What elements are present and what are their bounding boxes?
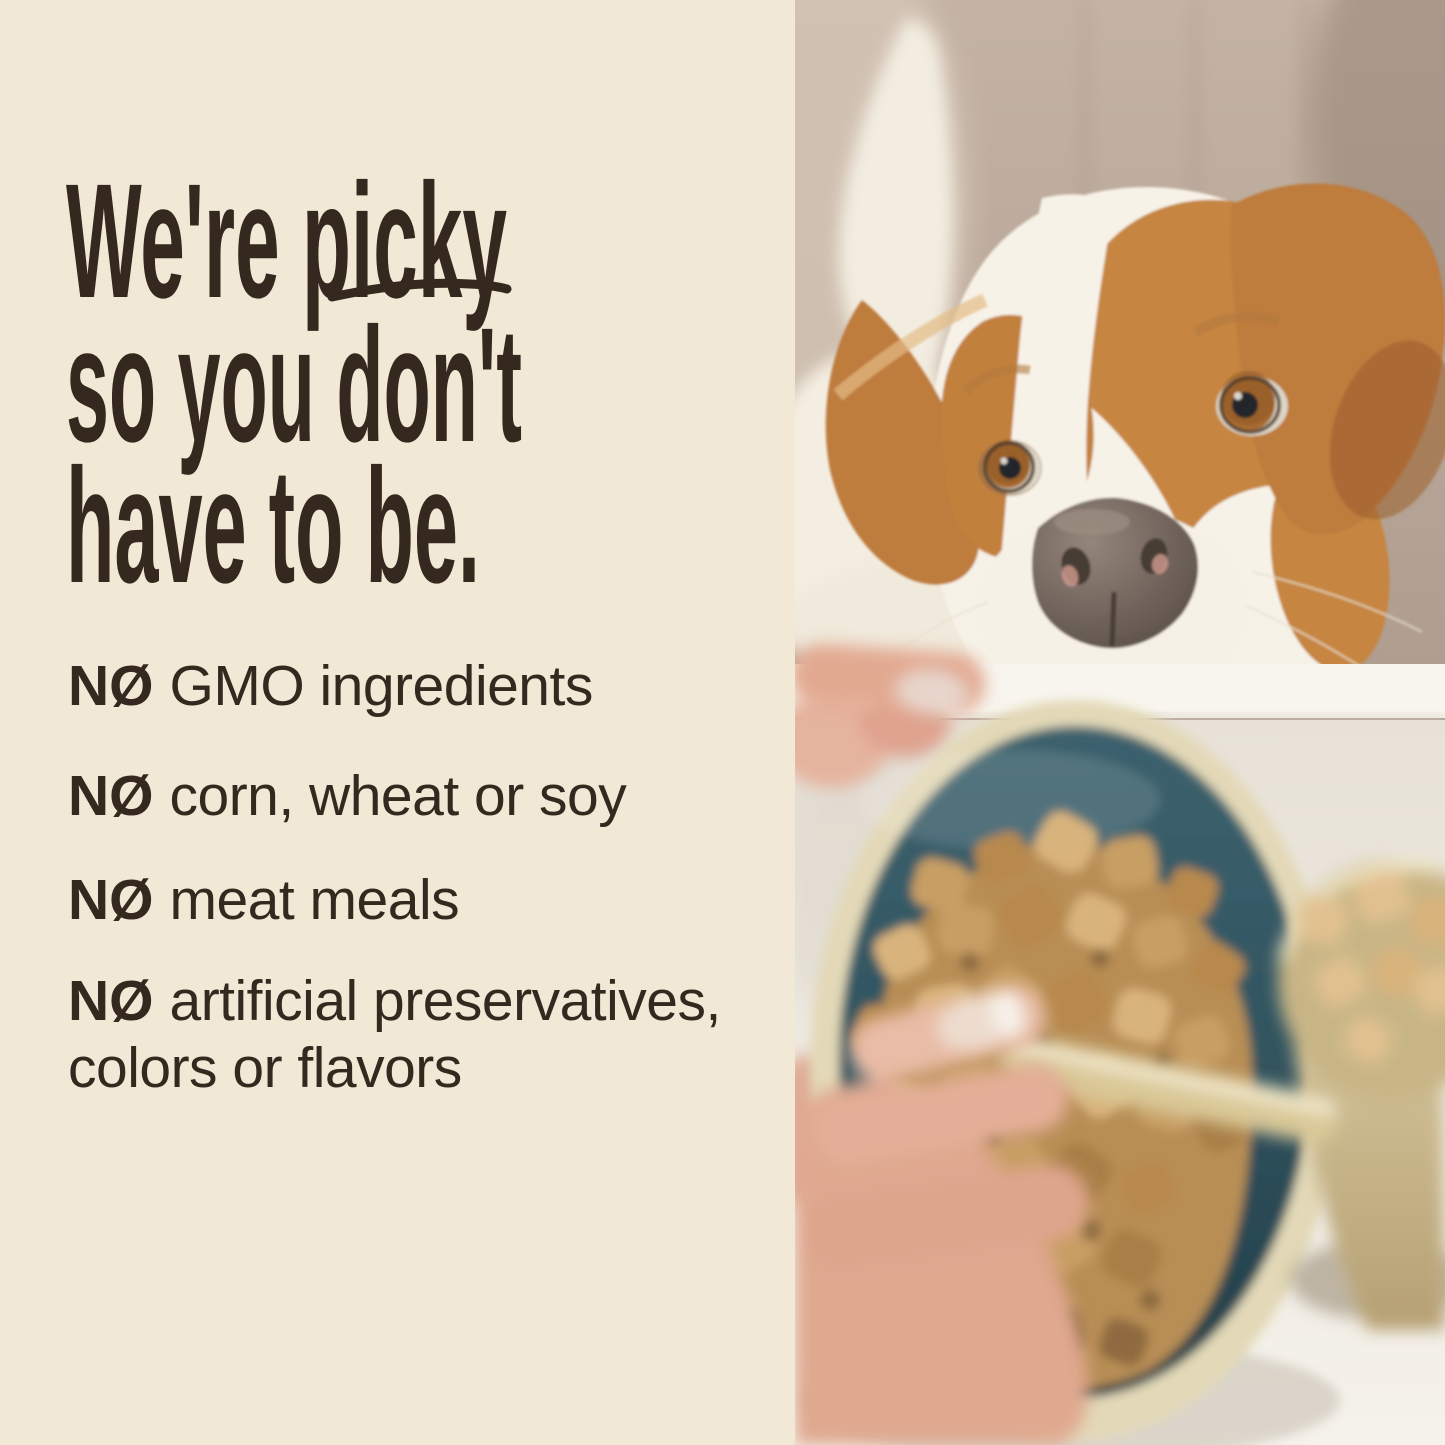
dog-kibble-photo [795,0,1445,1445]
dog-right-eye [1216,371,1288,436]
dog-nose [1032,497,1198,649]
headline-line-2: so you don't [66,293,522,476]
checklist-item-text: corn, wheat or soy [169,764,627,828]
dog [825,183,1445,713]
text-panel: We're picky so you don't have to be. NØ G… [66,149,748,1102]
headline-line-1: We're picky [66,149,507,332]
no-prefix: NØ [68,654,154,718]
hand-palm [795,1081,1089,1445]
dog-left-eye [978,440,1042,496]
headline-line-3: have to be. [66,434,480,617]
checklist-item-text: GMO ingredients [169,654,594,718]
checklist-item: NØ corn, wheat or soy [68,763,748,830]
checklist-item-text: artificial preservatives, colors or flav… [68,969,721,1100]
headline: We're picky so you don't have to be. [66,149,522,617]
picky-underline [327,278,512,302]
no-prefix: NØ [68,868,154,932]
checklist-item: NØ meat meals [68,867,748,934]
checklist: NØ GMO ingredients NØ corn, wheat or soy N… [68,653,748,1102]
checklist-item: NØ GMO ingredients [68,653,748,720]
photo-panel [795,0,1445,1445]
no-prefix: NØ [68,969,154,1033]
finger [813,1064,1069,1166]
finger [800,1164,1089,1271]
checklist-item: NØ artificial preservatives, colors or fl… [68,968,748,1102]
checklist-item-text: meat meals [169,868,460,932]
finger-nail [896,669,968,715]
no-prefix: NØ [68,764,154,828]
hand [795,643,1089,1445]
kibble-scoop [999,860,1445,1330]
